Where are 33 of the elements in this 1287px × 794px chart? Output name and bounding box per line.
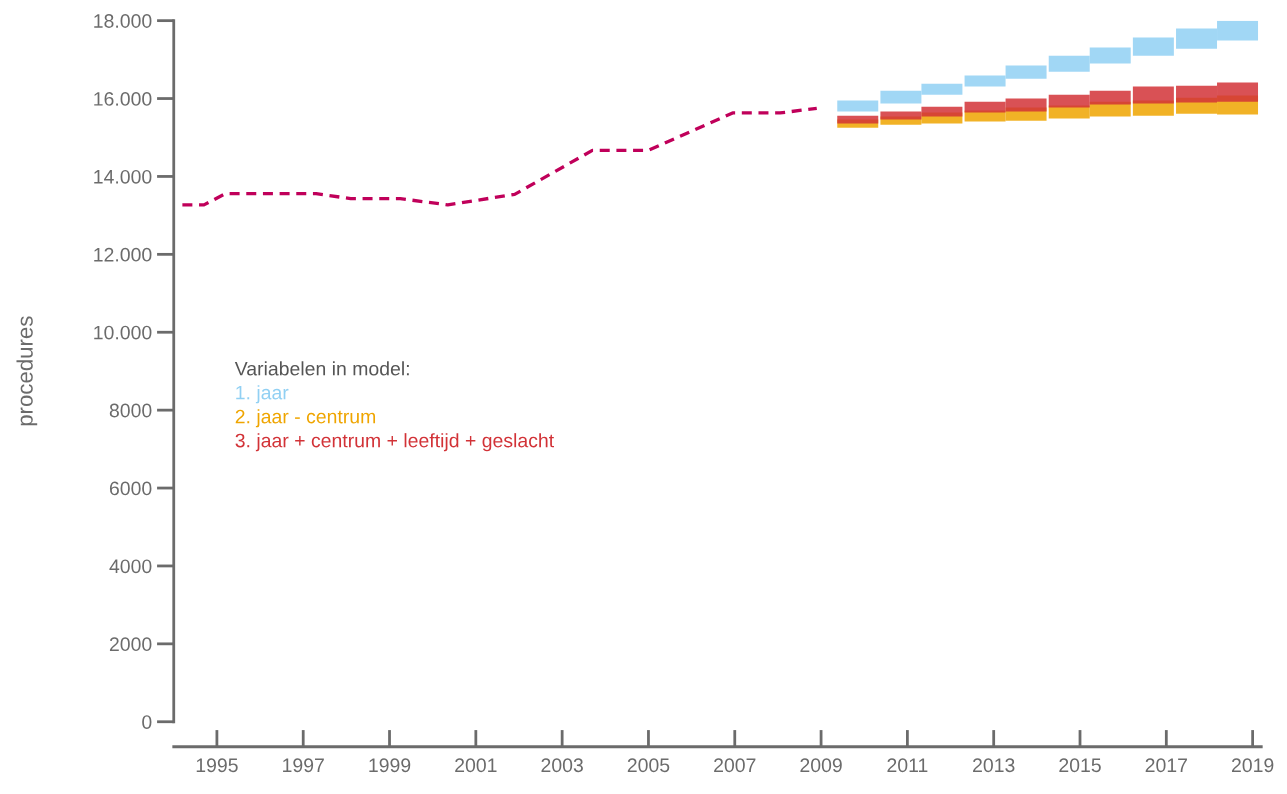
legend-title: Variabelen in model: (234, 361, 409, 376)
x-tick-label: 2019 (1231, 758, 1274, 773)
text: 2. jaar - centrum (235, 409, 376, 428)
text: 1. jaar (236, 385, 289, 404)
y-tick-label: 2000 (109, 637, 152, 652)
y-tick-label: 4000 (109, 559, 152, 574)
bar (837, 115, 879, 124)
y-axis-title: procedures (16, 316, 38, 426)
x-tick-label: 2015 (1059, 758, 1101, 773)
x-tick-label: 1999 (369, 758, 411, 773)
x-tick-label: 2009 (800, 758, 842, 773)
x-tick-label: 1997 (283, 758, 324, 773)
x-tick-label: 2001 (455, 758, 497, 773)
x-tick-label: 2017 (1145, 758, 1187, 773)
y-tick-label: 16.000 (94, 92, 152, 106)
y-tick-label: 12.000 (94, 247, 152, 262)
bar (1132, 37, 1174, 56)
x-tick-label: 1995 (196, 758, 238, 773)
x-tick-label: 2005 (627, 758, 670, 773)
y-tick-label: 0 (142, 715, 152, 729)
line-series (180, 106, 819, 207)
y-tick-label: 6000 (109, 481, 152, 496)
y-tick-label: 10.000 (94, 325, 152, 340)
bar (1132, 86, 1174, 104)
bar (837, 100, 879, 112)
x-tick-label: 2007 (714, 758, 756, 773)
text: 3. jaar + centrum + leeftijd + geslacht (235, 433, 554, 452)
y-tick-label: 8000 (109, 403, 152, 418)
y-tick-label: 18.000 (94, 14, 152, 28)
x-tick-label: 2003 (541, 758, 583, 773)
y-tick-label: 14.000 (94, 169, 152, 184)
x-tick-label: 2011 (887, 758, 928, 773)
x-tick-label: 2013 (973, 758, 1015, 773)
